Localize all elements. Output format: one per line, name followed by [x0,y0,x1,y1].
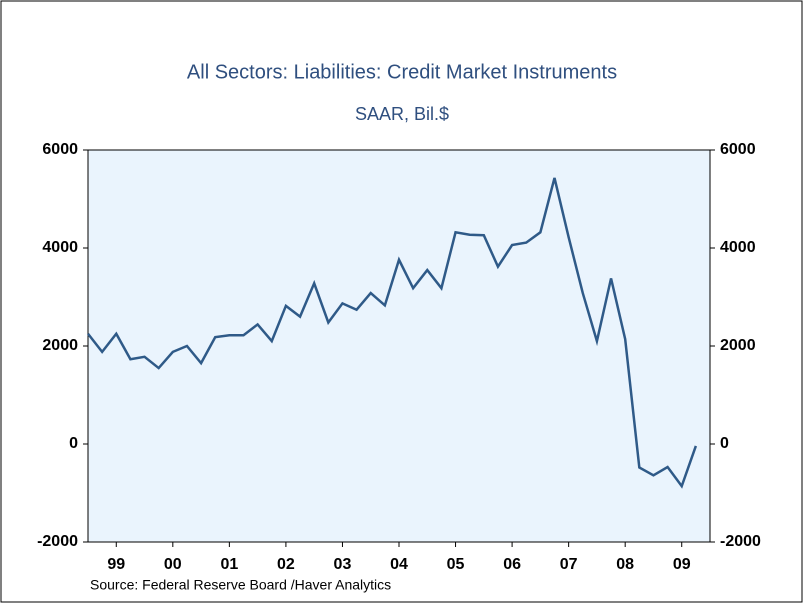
y-tick-label: 6000 [42,141,78,158]
y-tick-label: 4000 [42,239,78,256]
data-line [87,177,698,489]
x-tick-label: 05 [447,556,465,573]
y2-tick-label: -2000 [720,533,761,550]
x-tick-label: 04 [390,556,408,573]
x-tick-label: 09 [673,556,691,573]
source-note: Source: Federal Reserve Board /Haver Ana… [90,577,391,593]
y2-tick-label: 0 [720,435,729,452]
chart-subtitle: SAAR, Bil.$ [355,104,449,124]
x-tick-label: 08 [616,556,634,573]
y-tick-label: -2000 [37,533,78,550]
x-tick-label: 99 [107,556,125,573]
y2-tick-label: 2000 [720,337,756,354]
x-tick-label: 01 [220,556,238,573]
x-tick-label: 03 [334,556,352,573]
plot-area [87,149,711,543]
y-tick-label: 2000 [42,337,78,354]
y2-tick-label: 6000 [720,141,756,158]
y2-tick-label: 4000 [720,239,756,256]
chart-title: All Sectors: Liabilities: Credit Market … [187,61,617,83]
x-tick-label: 02 [277,556,295,573]
y-tick-label: 0 [69,435,78,452]
x-tick-label: 07 [560,556,578,573]
x-tick-label: 00 [164,556,182,573]
x-tick-label: 06 [503,556,521,573]
